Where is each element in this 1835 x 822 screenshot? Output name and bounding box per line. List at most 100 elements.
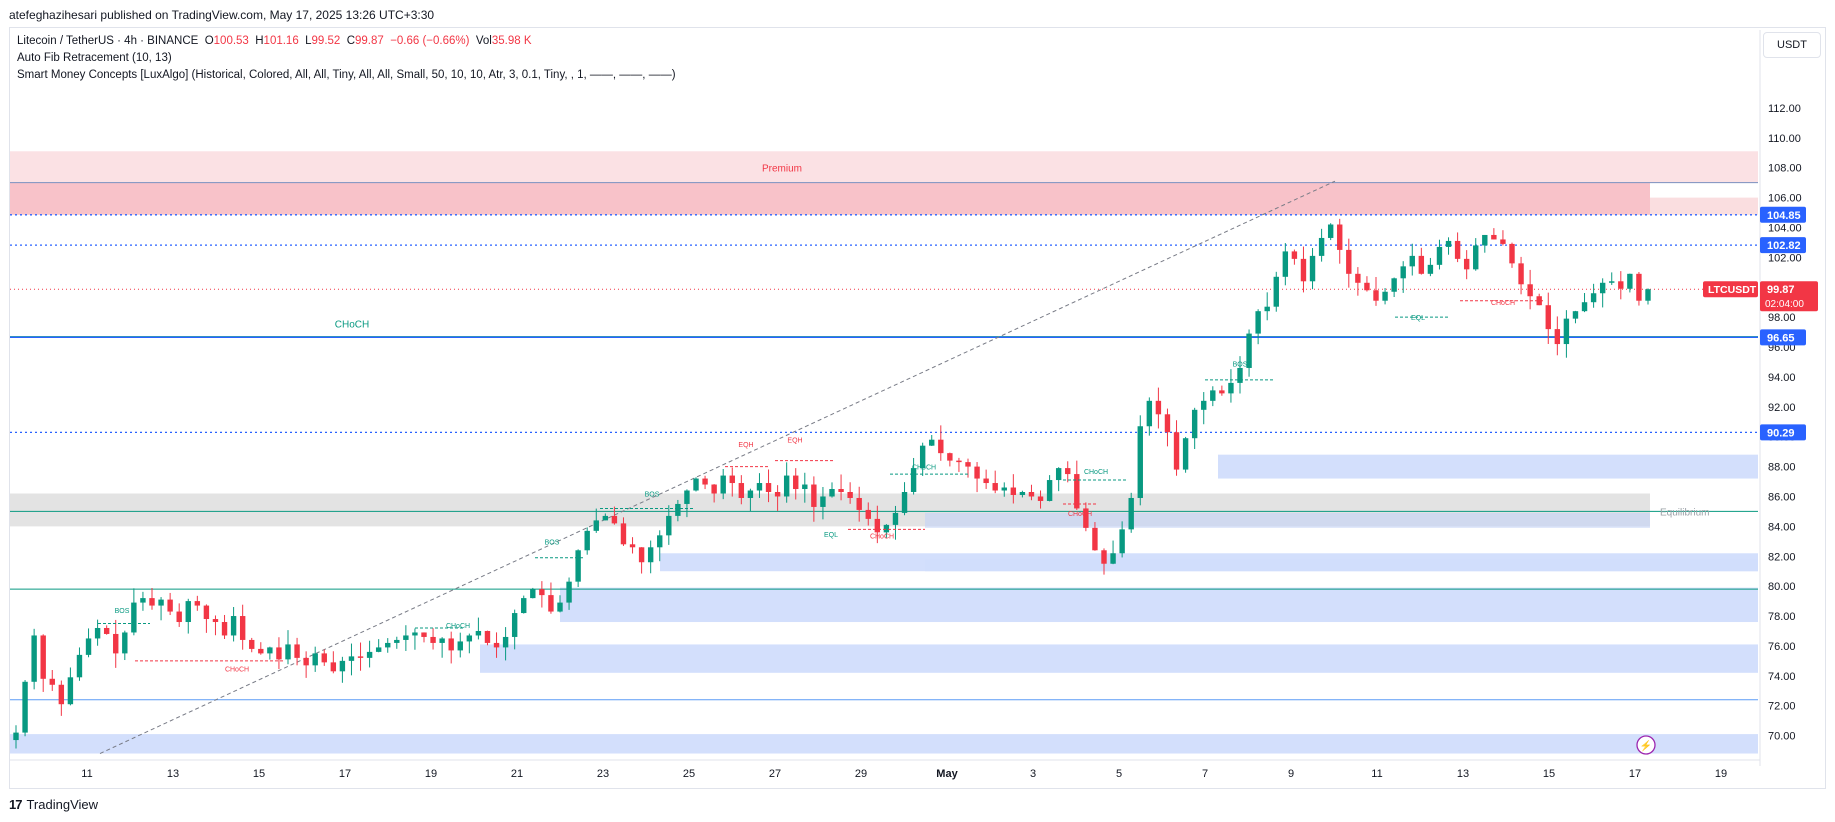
candle-body <box>1391 278 1397 292</box>
candle-body <box>1355 273 1361 283</box>
candle-body <box>1065 468 1071 475</box>
candle-body <box>1137 426 1143 498</box>
candle-body <box>258 648 264 654</box>
candle-body <box>249 639 255 649</box>
symbol-name[interactable]: Litecoin / TetherUS · 4h · BINANCE <box>17 35 199 47</box>
candle-body <box>1173 432 1180 470</box>
candle-body <box>1618 281 1624 289</box>
footer-brand-label: TradingView <box>26 797 99 812</box>
candle-body <box>1491 234 1497 240</box>
y-tick-label: 108.00 <box>1768 163 1802 175</box>
candle-body <box>947 453 953 461</box>
price-level-tag <box>1760 329 1806 346</box>
candle-body <box>1609 281 1615 283</box>
candle-body <box>666 515 672 536</box>
candle-body <box>76 654 83 678</box>
candle-body <box>657 535 663 548</box>
candle-body <box>1246 333 1252 368</box>
candle-body <box>502 636 509 648</box>
candle-body <box>448 638 454 651</box>
candle-body <box>1581 302 1588 312</box>
candle-body <box>131 602 137 633</box>
choch-label: CHoCH <box>1068 511 1092 518</box>
symbol-tag <box>1703 281 1758 298</box>
candle-body <box>820 496 826 507</box>
footer-brand[interactable]: 17 TradingView <box>9 797 98 812</box>
candle-body <box>1445 240 1452 247</box>
candle-body <box>1300 258 1307 282</box>
candle-body <box>774 492 781 497</box>
candle-body <box>1454 240 1461 259</box>
candle-body <box>684 490 690 504</box>
candle-body <box>385 642 391 648</box>
candle-body <box>1110 553 1116 564</box>
order-block-zone <box>1218 454 1758 479</box>
candle-body <box>312 653 318 666</box>
choch-label: CHoCH <box>912 465 936 472</box>
candle-body <box>1400 266 1406 279</box>
candle-body <box>702 478 708 485</box>
currency-button[interactable]: USDT <box>1763 32 1821 58</box>
indicator-fib-legend[interactable]: Auto Fib Retracement (10, 13) <box>17 52 172 64</box>
close-value: 99.87 <box>355 35 384 47</box>
candle-body <box>1037 496 1044 501</box>
current-price-value: 99.87 <box>1767 284 1795 296</box>
change-value: −0.66 (−0.66%) <box>390 35 470 47</box>
choch-label: CHoCH <box>870 533 894 540</box>
bos-label: BOS <box>645 491 660 498</box>
candle-body <box>85 638 92 655</box>
candle-body <box>983 478 989 484</box>
premium-zone <box>10 151 1758 183</box>
x-tick-label: 25 <box>683 768 695 780</box>
candle-body <box>67 677 74 705</box>
x-tick-label: 15 <box>1543 768 1555 780</box>
x-tick-label: 11 <box>1371 768 1382 780</box>
candle-body <box>1563 318 1570 345</box>
candle-body <box>1255 311 1261 334</box>
candle-body <box>693 478 699 491</box>
candle-body <box>49 678 55 685</box>
candle-body <box>838 489 844 492</box>
candle-body <box>1128 497 1134 530</box>
candle-body <box>738 483 745 498</box>
price-level-tag <box>1760 206 1806 223</box>
candle-body <box>847 492 853 498</box>
candle-body <box>530 589 536 599</box>
candle-body <box>158 599 164 606</box>
candle-body <box>221 622 228 636</box>
candle-body <box>140 598 146 603</box>
candle-body <box>611 515 618 524</box>
x-tick-label: 7 <box>1202 768 1208 780</box>
equilibrium-label: Equilibrium <box>1660 507 1709 518</box>
open-label: O <box>204 35 214 47</box>
x-tick-label: 19 <box>425 768 437 780</box>
open-value: 100.53 <box>213 35 249 47</box>
candle-body <box>548 595 554 612</box>
bos-label: BOS <box>1233 361 1248 368</box>
candle-body <box>375 647 382 652</box>
candle-body <box>929 439 935 446</box>
candle-body <box>829 489 835 497</box>
candle-body <box>756 483 763 491</box>
candle-body <box>1228 382 1234 394</box>
indicator-smc-legend[interactable]: Smart Money Concepts [LuxAlgo] (Historic… <box>17 69 676 81</box>
premium-extension-zone <box>1650 197 1758 215</box>
candle-body <box>521 598 527 614</box>
volume-label: Vol <box>475 35 492 47</box>
candle-body <box>1509 243 1515 264</box>
candle-body <box>1518 263 1524 285</box>
candle-body <box>167 599 173 612</box>
candle-body <box>511 613 518 637</box>
alert-glyph: ⚡ <box>1640 739 1652 752</box>
candle-body <box>1164 414 1171 433</box>
y-tick-label: 88.00 <box>1768 462 1796 474</box>
candle-body <box>938 439 944 454</box>
candle-body <box>194 601 201 606</box>
close-label: C <box>346 35 356 47</box>
candle-body <box>357 656 364 658</box>
candle-body <box>1572 311 1579 319</box>
candle-body <box>493 642 500 648</box>
candle-body <box>1273 276 1279 307</box>
candle-body <box>1101 550 1107 564</box>
